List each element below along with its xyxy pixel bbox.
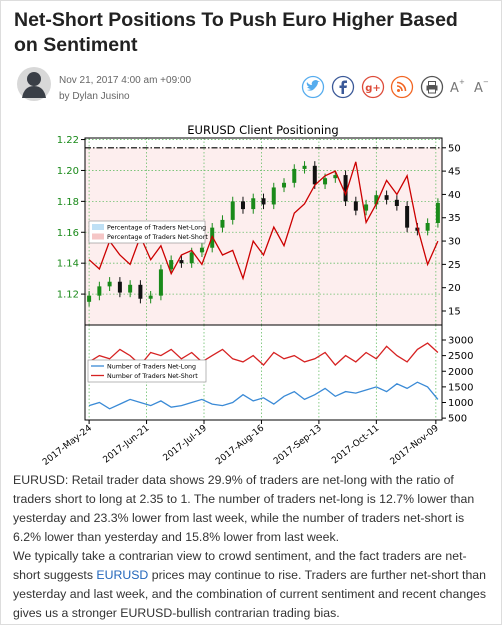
x-tick-label: 2017-Oct-11: [330, 423, 381, 465]
y2-tick-label: 50: [448, 143, 461, 154]
candle-body: [189, 252, 194, 264]
article-date: Nov 21, 2017 4:00 am +09:00: [59, 75, 192, 86]
candle-body: [271, 187, 276, 205]
y2-tick-label: 25: [448, 260, 461, 271]
article-graphics: g+ A + A − EURUSD Client Positioning 1.121…: [17, 67, 489, 465]
candle-body: [435, 202, 440, 223]
share-twitter[interactable]: [301, 75, 325, 99]
paragraph: EURUSD: Retail trader data shows 29.9% o…: [13, 471, 491, 547]
candle-body: [364, 204, 369, 211]
font-smaller-label: A: [474, 81, 483, 96]
x-tick-label: 2017-May-24: [41, 423, 94, 465]
print-button[interactable]: [420, 75, 444, 99]
legend-label: Percentage of Traders Net-Short: [107, 234, 208, 241]
candle-body: [282, 182, 287, 188]
y2-tick-label: 35: [448, 213, 461, 224]
y2-tick-label: 2000: [448, 367, 473, 378]
candle-body: [312, 165, 317, 185]
candle-body: [394, 199, 399, 206]
y2-tick-label: 40: [448, 190, 461, 201]
candle-body: [251, 198, 256, 210]
y2-tick-label: 30: [448, 237, 461, 248]
candle-body: [158, 269, 163, 296]
y2-tick-label: 15: [448, 307, 461, 318]
legend-box: [88, 220, 206, 244]
y-tick-label: 1.14: [57, 259, 79, 270]
y2-tick-label: 2500: [448, 351, 473, 362]
legend-label: Percentage of Traders Net-Long: [107, 225, 206, 232]
panel-frame: [84, 324, 443, 421]
chart-title: EURUSD Client Positioning: [187, 123, 338, 137]
x-tick-label: 2017-Jul-19: [162, 423, 210, 463]
candle-body: [87, 295, 92, 302]
font-smaller[interactable]: A −: [474, 78, 489, 96]
y2-tick-label: 45: [448, 167, 461, 178]
candle-body: [425, 223, 430, 231]
font-larger-label: A: [450, 81, 459, 96]
article-meta: Nov 21, 2017 4:00 am +09:00 by Dylan Jus…: [59, 73, 191, 105]
legend-box: [87, 359, 207, 383]
candle-body: [405, 206, 410, 228]
candle-body: [138, 284, 143, 299]
candle-body: [230, 201, 235, 220]
candle-body: [128, 284, 133, 293]
x-tick-label: 2017-Nov-09: [389, 423, 441, 465]
candle-body: [97, 286, 102, 296]
candle-body: [374, 195, 379, 205]
svg-text:−: −: [483, 78, 489, 86]
candle-body: [333, 175, 338, 179]
candle-body: [148, 295, 153, 299]
paragraph-text: prices may continue to rise. Traders are…: [13, 568, 487, 620]
share-rss[interactable]: [390, 75, 414, 99]
y-tick-label: 1.22: [57, 135, 79, 146]
paragraph-text: We typically take a contrarian view to c…: [13, 549, 467, 582]
legend-swatch: [92, 233, 104, 240]
candle-body: [292, 168, 297, 183]
y2-tick-label: 20: [448, 283, 461, 294]
candle-body: [384, 195, 389, 200]
paragraph-text: EURUSD: Retail trader data shows 29.9% o…: [13, 473, 475, 544]
legend-swatch: [92, 224, 104, 230]
candle-body: [220, 219, 225, 228]
y-tick-label: 1.20: [57, 166, 79, 177]
share-google[interactable]: g+: [361, 75, 385, 99]
candle-body: [169, 260, 174, 270]
article-author: by Dylan Jusino: [59, 91, 130, 102]
y-tick-label: 1.12: [57, 290, 79, 301]
y2-tick-label: 1500: [448, 382, 473, 393]
y-tick-label: 1.18: [57, 197, 79, 208]
candle-body: [199, 247, 204, 253]
author-avatar: [17, 67, 51, 101]
font-larger[interactable]: A +: [450, 78, 465, 96]
y2-tick-label: 500: [448, 414, 467, 425]
candle-body: [261, 198, 266, 205]
share-facebook[interactable]: [331, 75, 355, 99]
series-line: [88, 381, 439, 410]
series-line: [88, 342, 439, 366]
y-tick-label: 1.16: [57, 228, 79, 239]
google-plus-label: g+: [365, 83, 381, 94]
symbol-link[interactable]: EURUSD: [96, 568, 149, 582]
candle-body: [323, 178, 328, 185]
candle-body: [353, 201, 358, 211]
article-title: Net-Short Positions To Push Euro Higher …: [14, 9, 458, 56]
paragraph: We typically take a contrarian view to c…: [13, 547, 491, 623]
candle-body: [117, 281, 122, 293]
series-line: [88, 161, 439, 281]
candle-body: [240, 201, 245, 210]
legend-label: Number of Traders Net-Short: [107, 373, 198, 380]
legend-label: Number of Traders Net-Long: [107, 364, 196, 371]
x-tick-label: 2017-Aug-16: [214, 423, 266, 465]
candle-body: [107, 281, 112, 287]
x-tick-label: 2017-Sep-13: [272, 423, 324, 465]
candle-body: [302, 165, 307, 169]
candle-body: [343, 175, 348, 202]
x-tick-label: 2017-Jun-21: [102, 423, 152, 465]
y2-tick-label: 1000: [448, 398, 473, 409]
candle-body: [179, 260, 184, 264]
svg-text:+: +: [459, 78, 465, 86]
y2-tick-label: 3000: [448, 336, 473, 347]
